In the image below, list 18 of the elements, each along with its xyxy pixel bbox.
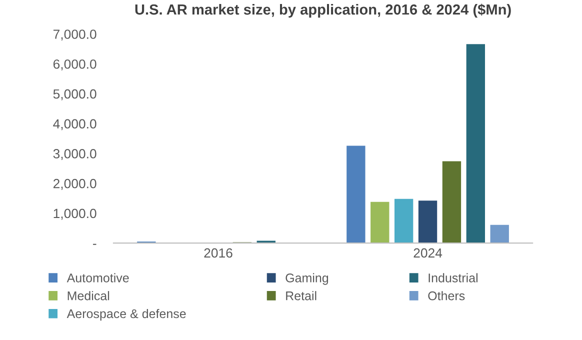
legend-label: Others bbox=[428, 291, 465, 300]
legend-label: Retail bbox=[286, 291, 316, 300]
y-tick-label: 1,000.0 bbox=[54, 208, 96, 220]
y-tick-label: 7,000.0 bbox=[53, 30, 96, 40]
chart-title: U.S. AR market size, by application, 2016 & 2024 ($Mn) bbox=[135, 4, 511, 18]
y-tick-label: 2,000.0 bbox=[53, 178, 96, 190]
y-tick-label: 3,000.0 bbox=[53, 149, 96, 160]
legend-label: Medical bbox=[68, 291, 110, 300]
legend-label: Aerospace & defense bbox=[66, 308, 186, 321]
y-tick-label: 4,000.0 bbox=[53, 119, 96, 130]
legend-label: Gaming bbox=[286, 273, 328, 285]
y-tick-label: 6,000.0 bbox=[53, 59, 96, 70]
y-tick-label: - bbox=[93, 244, 96, 245]
x-tick-label: 2024 bbox=[414, 248, 442, 258]
x-tick-label: 2016 bbox=[204, 248, 232, 258]
y-tick-label: 5,000.0 bbox=[53, 89, 96, 100]
legend-label: Automotive bbox=[66, 273, 129, 282]
legend-label: Industrial bbox=[428, 273, 478, 282]
